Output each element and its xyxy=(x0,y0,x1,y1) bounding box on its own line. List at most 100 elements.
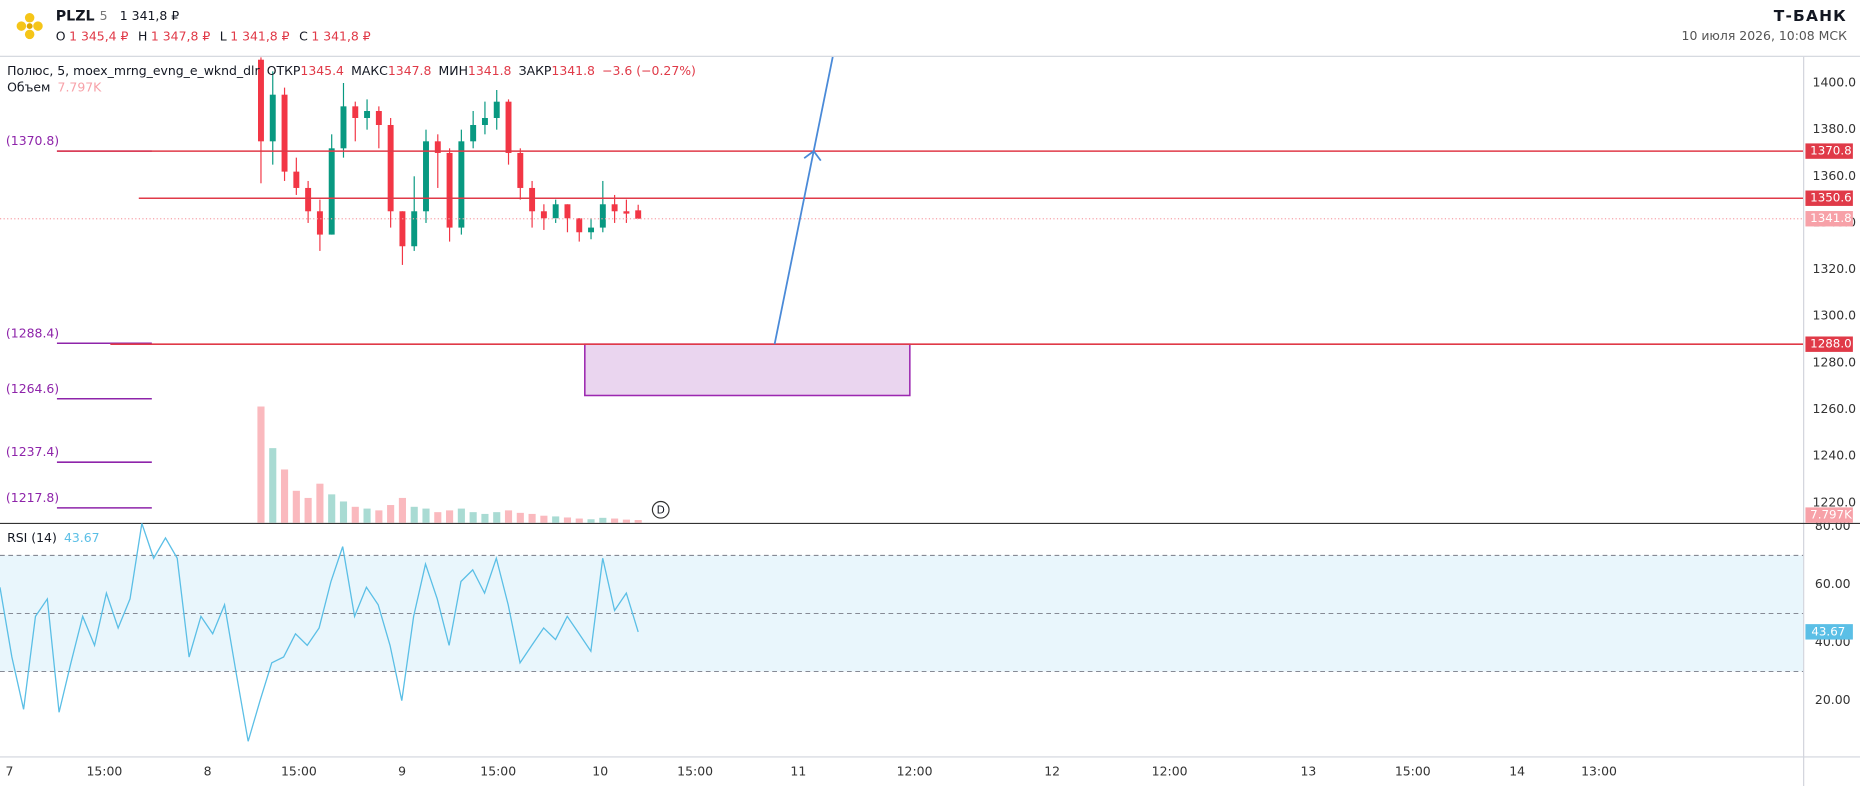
rsi-tick-label: 60.00 xyxy=(1815,576,1851,591)
y-tick-label: 1220.0 xyxy=(1813,494,1857,509)
candle-body xyxy=(517,152,524,188)
volume-bar xyxy=(269,448,277,523)
volume-title: Объем xyxy=(7,79,50,94)
x-tick-label: 11 xyxy=(790,763,806,778)
rsi-value: 43.67 xyxy=(64,530,100,545)
arrow-head xyxy=(803,149,822,162)
volume-bar xyxy=(398,497,406,523)
header-price: 1 341,8 ₽ xyxy=(120,8,179,23)
ohlc-label: O xyxy=(56,28,66,43)
y-tick-label: 1320.0 xyxy=(1813,261,1857,276)
candle-body xyxy=(493,101,500,119)
volume-bar xyxy=(469,512,477,523)
volume-bar xyxy=(446,510,454,523)
volume-bar xyxy=(587,519,595,523)
candle-body xyxy=(316,211,323,235)
candle-body xyxy=(552,204,559,219)
overlay: 1220.01240.01260.01280.01300.01320.01340… xyxy=(6,63,1857,779)
candle-body xyxy=(375,111,382,125)
x-tick-label: 15:00 xyxy=(281,763,317,778)
legend: Полюс, 5, moex_mrng_evng_e_wknd_dlr ОТКР1… xyxy=(7,63,696,78)
brand: Т-БАНК xyxy=(1774,7,1847,25)
candle-body xyxy=(281,94,288,172)
volume-tag-label: 7.797K xyxy=(1810,508,1853,522)
candle-body xyxy=(623,211,630,214)
price-tag xyxy=(1805,211,1853,227)
volume-tag xyxy=(1805,507,1853,523)
pivot-label: (1288.4) xyxy=(6,325,59,340)
candle-body xyxy=(352,106,359,119)
candle-body xyxy=(411,211,418,247)
candle-body xyxy=(599,204,606,228)
rsi-tag-label: 43.67 xyxy=(1811,624,1845,638)
candle-body xyxy=(305,187,312,212)
level-tag-label: 1288.0 xyxy=(1810,337,1851,351)
volume-bar xyxy=(387,505,395,523)
price-pane xyxy=(0,56,1804,523)
ohlc-value: 1 345,4 ₽ xyxy=(69,28,128,43)
pivot-label: (1264.6) xyxy=(6,381,59,396)
ohlc-value: 1 347,8 ₽ xyxy=(151,28,210,43)
ticker: PLZL xyxy=(56,9,95,25)
x-tick-label: 13:00 xyxy=(1581,763,1617,778)
volume-bar xyxy=(363,508,371,523)
x-tick-label: 15:00 xyxy=(86,763,122,778)
candle-body xyxy=(529,187,536,212)
volume-bar xyxy=(316,483,324,523)
x-tick-label: 15:00 xyxy=(480,763,516,778)
rsi-tick-label: 20.00 xyxy=(1815,692,1851,707)
candle-body xyxy=(340,106,347,149)
pivot-label: (1217.8) xyxy=(6,490,59,505)
legend-value: 1345.4 xyxy=(300,63,344,78)
volume-bar xyxy=(504,510,513,523)
rsi-legend: RSI (14) 43.67 xyxy=(7,530,99,545)
legend-value: 1341.8 xyxy=(468,63,512,78)
volume-bar xyxy=(599,517,607,523)
volume-value: 7.797K xyxy=(58,79,103,94)
x-tick-label: 14 xyxy=(1509,763,1525,778)
volume-bar xyxy=(339,501,348,523)
arrow xyxy=(773,56,834,345)
dividend-marker-label: D xyxy=(657,503,665,516)
volume-bar xyxy=(457,508,465,523)
volume-bar xyxy=(552,516,560,523)
level-tag xyxy=(1805,190,1853,206)
candle-body xyxy=(423,141,429,212)
rsi-tag xyxy=(1805,624,1853,640)
x-tick-label: 8 xyxy=(204,763,212,778)
ohlc-value: 1 341,8 ₽ xyxy=(230,28,289,43)
level-tag xyxy=(1805,143,1853,159)
x-tick-label: 13 xyxy=(1300,763,1316,778)
volume-bar xyxy=(292,490,300,523)
volume-bar xyxy=(280,469,289,523)
legend-value: 1341.8 xyxy=(551,63,595,78)
x-tick-label: 15:00 xyxy=(1395,763,1431,778)
rsi-title: RSI (14) xyxy=(7,530,57,545)
volume-bar xyxy=(540,515,548,523)
ohlc-value: 1 341,8 ₽ xyxy=(311,28,370,43)
volume-bar xyxy=(563,517,572,523)
zone xyxy=(584,343,911,397)
ohlc-label: H xyxy=(138,28,147,43)
legend-label: МИН xyxy=(439,63,468,78)
candle-body xyxy=(635,210,642,219)
candle-body xyxy=(470,124,477,142)
candle-body xyxy=(611,204,618,212)
y-tick-label: 1360.0 xyxy=(1813,168,1857,183)
volume-bar xyxy=(481,513,489,523)
candle-body xyxy=(399,211,406,247)
x-tick-label: 12 xyxy=(1044,763,1060,778)
candle-body xyxy=(269,94,276,142)
x-tick-label: 7 xyxy=(6,763,14,778)
rsi-line xyxy=(0,523,639,742)
pivot-label: (1237.4) xyxy=(6,444,59,459)
candle-body xyxy=(588,227,595,233)
volume-bar xyxy=(304,497,312,523)
legend-change: −3.6 (−0.27%) xyxy=(602,63,696,78)
x-tick-label: 10 xyxy=(592,763,608,778)
legend-label: ОТКР xyxy=(267,63,301,78)
